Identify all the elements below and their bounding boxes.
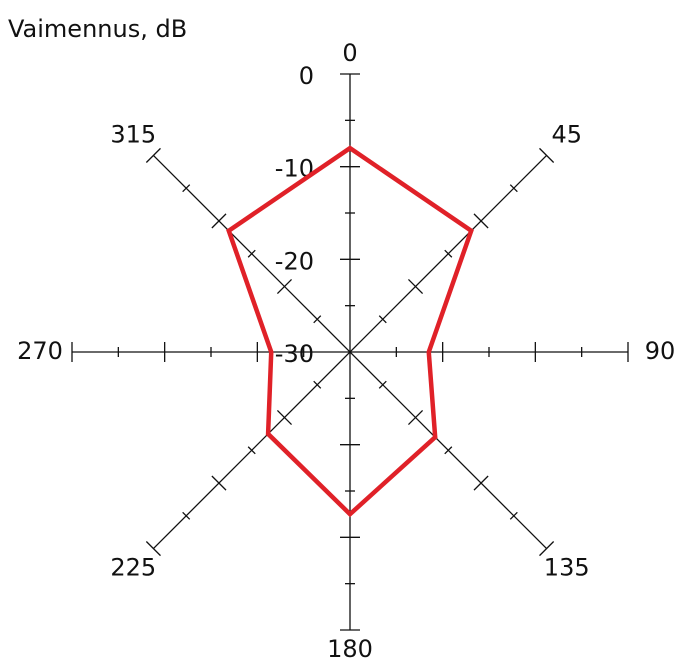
tick-mark xyxy=(211,213,227,229)
r-tick-label: -20 xyxy=(275,247,314,275)
angle-label: 135 xyxy=(544,554,590,582)
angle-label: 270 xyxy=(17,337,63,365)
angle-label: 90 xyxy=(645,337,676,365)
tick-mark xyxy=(247,249,256,258)
tick-mark xyxy=(276,409,293,426)
angle-label: 180 xyxy=(327,635,373,663)
tick-mark xyxy=(211,475,227,491)
chart-title: Vaimennus, dB xyxy=(8,15,187,43)
angle-label: 225 xyxy=(110,554,156,582)
tick-mark xyxy=(407,278,424,295)
data-line xyxy=(226,145,474,518)
tick-mark xyxy=(313,315,322,324)
tick-mark xyxy=(182,511,191,520)
tick-mark xyxy=(145,147,161,163)
tick-mark xyxy=(444,446,453,455)
tick-mark xyxy=(473,213,489,229)
tick-mark xyxy=(247,446,256,455)
tick-mark xyxy=(509,184,518,193)
tick-mark xyxy=(378,315,387,324)
tick-mark xyxy=(313,380,322,389)
tick-mark xyxy=(407,409,424,426)
tick-mark xyxy=(145,541,161,557)
tick-mark xyxy=(444,249,453,258)
tick-mark xyxy=(182,184,191,193)
angle-label: 0 xyxy=(342,39,357,67)
r-tick-label: 0 xyxy=(299,62,314,90)
tick-mark xyxy=(509,511,518,520)
tick-mark xyxy=(539,147,555,163)
angle-label: 45 xyxy=(551,120,582,148)
r-tick-label: -30 xyxy=(275,340,314,368)
tick-mark xyxy=(539,541,555,557)
angle-label: 315 xyxy=(110,120,156,148)
tick-mark xyxy=(473,475,489,491)
tick-mark xyxy=(378,380,387,389)
tick-mark xyxy=(276,278,293,295)
